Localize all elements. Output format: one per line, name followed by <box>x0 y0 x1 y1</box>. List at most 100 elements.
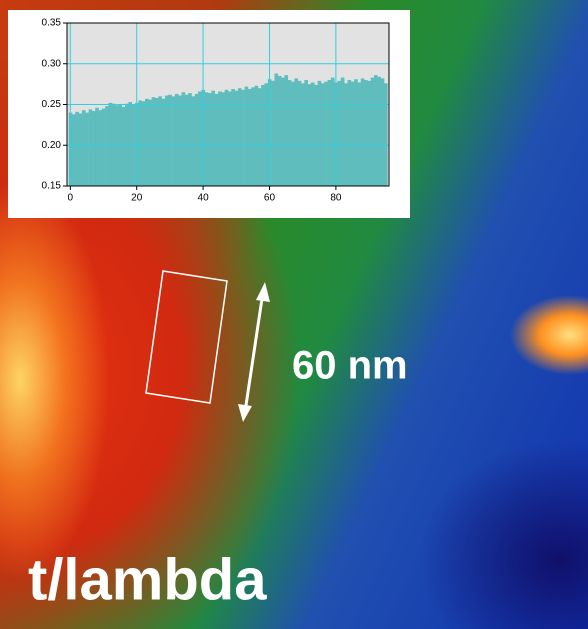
bar <box>81 110 86 186</box>
bar <box>360 78 365 186</box>
bar <box>221 92 225 186</box>
x-tick-label: 20 <box>131 193 143 204</box>
bar <box>357 82 362 186</box>
bar <box>297 80 302 186</box>
bar <box>254 85 259 186</box>
bar <box>271 80 275 186</box>
bar <box>188 93 192 186</box>
bar <box>324 81 328 186</box>
y-tick-label: 0.20 <box>42 140 62 151</box>
bar <box>208 93 212 186</box>
bar <box>228 91 232 186</box>
bar <box>214 93 219 186</box>
bar <box>374 75 378 186</box>
bar <box>148 99 152 186</box>
bar <box>247 89 252 186</box>
bar <box>310 82 315 186</box>
bar <box>367 80 372 186</box>
bar <box>384 83 388 186</box>
bar <box>168 94 172 186</box>
arrow-head <box>238 404 252 422</box>
bar <box>301 83 305 186</box>
bar <box>78 113 83 186</box>
bar <box>91 111 96 186</box>
bar <box>307 84 312 186</box>
selection-box <box>145 270 228 404</box>
plot-frame <box>66 22 390 187</box>
bar <box>274 73 279 186</box>
bar <box>320 83 325 186</box>
bar <box>218 91 222 186</box>
arrow-head <box>256 282 270 302</box>
x-tick-label: 0 <box>68 193 74 204</box>
bar <box>101 108 106 186</box>
bar <box>158 96 162 186</box>
bar <box>241 89 245 186</box>
bar <box>304 80 308 186</box>
bar <box>284 75 289 186</box>
bar <box>171 96 176 186</box>
y-tick-label: 0.35 <box>42 18 62 29</box>
bar <box>337 80 342 186</box>
bar <box>121 106 126 186</box>
bar <box>105 106 109 186</box>
bar <box>354 79 358 186</box>
bar <box>234 90 239 186</box>
bar <box>191 96 196 186</box>
bar <box>347 80 352 186</box>
bar <box>108 102 113 186</box>
bar <box>211 90 216 186</box>
arrow-shaft <box>243 291 265 413</box>
bar <box>370 77 375 186</box>
bar <box>98 110 103 186</box>
bar <box>261 84 265 186</box>
bar <box>154 97 159 186</box>
bar <box>181 92 186 186</box>
bar <box>244 86 249 186</box>
y-tick-label: 0.25 <box>42 99 62 110</box>
y-tick-label: 0.15 <box>42 181 62 192</box>
bar <box>287 80 292 186</box>
bar <box>194 93 199 186</box>
bar <box>224 89 229 186</box>
bar <box>141 101 146 186</box>
x-tick-label: 40 <box>198 193 210 204</box>
bar <box>350 81 355 186</box>
bar <box>231 89 235 186</box>
y-tick-label: 0.30 <box>42 58 62 69</box>
bar <box>264 83 269 186</box>
bar <box>364 80 368 186</box>
bar <box>151 97 156 186</box>
bar <box>164 95 169 186</box>
bar <box>88 109 93 186</box>
bar <box>138 100 142 186</box>
bar <box>377 76 382 186</box>
bar <box>294 78 299 186</box>
bar <box>340 77 345 186</box>
bar <box>281 77 285 186</box>
bar <box>314 84 318 186</box>
map-label: t/lambda <box>28 547 267 612</box>
bar <box>198 91 202 186</box>
bar <box>277 75 282 186</box>
bar <box>237 88 242 186</box>
bar <box>291 81 295 186</box>
x-tick-label: 80 <box>330 193 342 204</box>
bar <box>85 112 89 186</box>
bar <box>145 98 149 186</box>
bar <box>257 88 262 186</box>
scale-label: 60 nm <box>292 344 408 388</box>
bar <box>75 111 79 186</box>
bar <box>128 102 133 186</box>
bar <box>184 94 189 186</box>
bar <box>95 107 99 186</box>
bar <box>71 114 76 186</box>
bar <box>161 98 166 186</box>
bar <box>380 78 385 186</box>
bar <box>344 83 348 186</box>
bar <box>204 92 209 186</box>
bar <box>174 93 179 186</box>
bar <box>178 95 182 186</box>
bar <box>330 77 335 186</box>
